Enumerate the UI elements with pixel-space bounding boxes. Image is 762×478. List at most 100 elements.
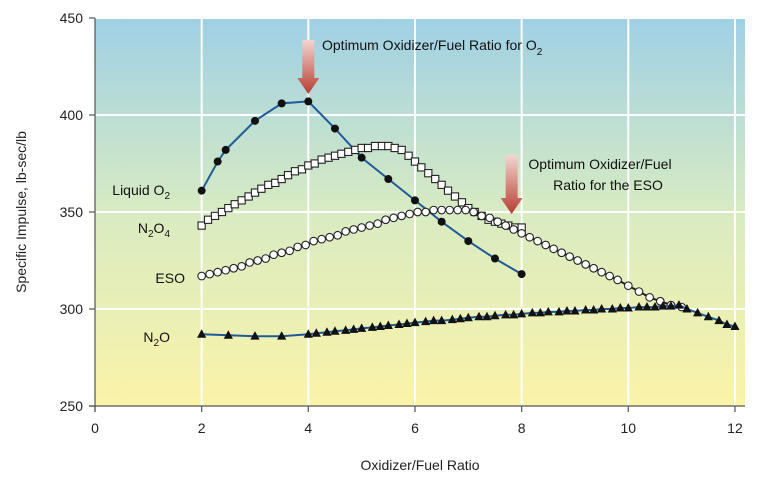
data-point [490,310,500,320]
data-point [453,205,462,215]
data-point [509,225,518,234]
data-point [381,215,390,225]
data-point [424,169,433,178]
data-point [253,256,263,265]
data-point [394,319,404,329]
data-point [223,330,233,339]
data-point [373,219,382,228]
data-point [250,331,260,340]
data-point [301,240,311,250]
data-point [589,263,598,273]
data-point [469,207,478,217]
x-axis-label: Oxidizer/Fuel Ratio [360,457,479,473]
data-point [397,211,406,221]
x-tick-label: 8 [518,420,526,436]
series-3 [197,300,740,340]
data-point [437,315,447,325]
data-point [317,234,327,244]
data-point [197,186,206,195]
data-point [615,303,625,312]
data-point [517,270,526,279]
data-point [493,217,502,227]
y-tick-label: 250 [60,398,84,414]
data-point [554,306,564,316]
data-point [277,331,287,340]
data-point [421,207,430,217]
annotation-layer [297,40,523,214]
data-point [283,170,293,180]
data-point [549,244,558,254]
data-point [349,324,359,333]
data-point [402,318,412,328]
data-point [333,230,343,240]
data-point [535,307,545,317]
data-point [410,196,419,205]
data-point [370,141,380,151]
y-tick-label: 350 [60,204,84,220]
data-point [303,329,313,338]
data-point [429,205,438,215]
data-point [383,320,393,329]
data-point [261,254,271,263]
data-point [367,322,377,331]
arrow-o2-optimum [297,40,320,94]
data-point [413,207,422,217]
series-layer [197,97,740,340]
data-point [404,151,413,160]
data-point [634,302,644,311]
data-point [357,153,366,162]
data-point [257,184,266,193]
data-point [455,313,465,323]
axes: 0 2 4 6 8 10 12 250 300 350 400 450 [60,10,745,436]
x-tick-label: 4 [304,420,312,436]
data-point [674,300,684,309]
data-point [230,200,239,209]
data-point [464,237,473,246]
data-point [658,301,668,310]
arrow-eso-optimum [500,155,523,214]
data-point [221,265,231,275]
data-point [197,221,206,230]
data-point [581,260,590,269]
data-point [363,143,373,153]
data-point [290,167,300,176]
data-point [322,327,332,336]
series-label-liquid-o2: Liquid O2 [112,182,170,202]
data-point [597,267,606,277]
data-point [650,302,660,311]
data-point [450,192,460,201]
data-point [581,304,591,314]
data-point [703,311,713,321]
data-point [642,302,652,311]
data-point [237,196,246,205]
x-tick-label: 10 [621,420,637,436]
data-point [269,250,279,260]
data-point [443,186,453,195]
data-point [213,157,222,166]
x-tick-label: 6 [411,420,419,436]
series-label-n2o: N2O [143,329,170,349]
data-point [607,304,617,313]
annotation-o2-optimum: Optimum Oxidizer/Fuel Ratio for O2 [322,37,543,58]
data-point [541,240,550,250]
data-point [573,256,582,265]
data-point [645,293,654,302]
data-point [341,325,351,334]
data-point [311,328,321,337]
x-tick-label: 2 [198,420,206,436]
data-point [309,236,319,246]
series-0 [197,97,526,279]
data-point [589,304,599,314]
y-axis-label: Specific Impulse, lb-sec/lb [13,131,29,293]
data-point [533,236,542,246]
data-point [375,321,385,330]
data-point [527,307,537,317]
data-point [490,254,499,263]
data-point [310,159,319,168]
annotation-eso-optimum-line1: Optimum Oxidizer/Fuel [528,156,671,172]
data-point [285,246,295,256]
data-point [565,252,574,261]
data-point [461,205,470,215]
data-point [205,269,215,279]
